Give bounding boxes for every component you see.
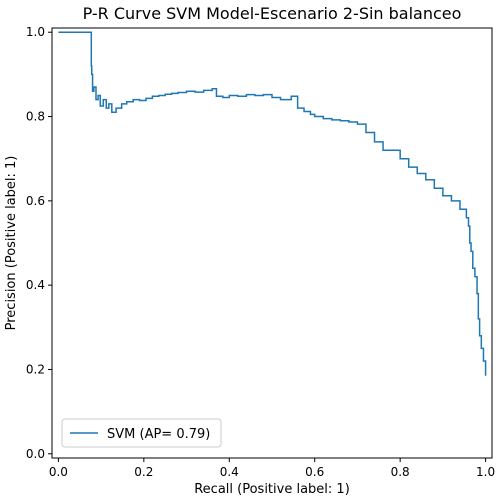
x-tick-label: 0.2 [134, 465, 153, 479]
y-tick-label: 0.8 [26, 110, 45, 124]
y-tick-label: 0.4 [26, 278, 45, 292]
series-line-svm [58, 31, 487, 376]
legend-entry-label: SVM (AP= 0.79) [107, 427, 210, 442]
x-tick-label: 1.0 [476, 465, 495, 479]
legend-box [61, 418, 222, 448]
y-axis-ticks: 0.0 0.2 0.4 0.6 0.8 1.0 [26, 25, 52, 461]
x-axis-label: Recall (Positive label: 1) [194, 482, 350, 497]
plot-area: 0.0 0.2 0.4 0.6 0.8 1.0 0.0 0.2 0.4 0.6 0.8 1.0 SV… [26, 25, 495, 479]
axes-frame [51, 27, 493, 459]
legend: SVM (AP= 0.79) [61, 418, 222, 448]
y-axis-label: Precision (Positive label: 1) [4, 156, 19, 331]
x-tick-label: 0.0 [49, 465, 68, 479]
y-tick-label: 0.2 [26, 362, 45, 376]
y-tick-label: 0.6 [26, 194, 45, 208]
x-axis-ticks: 0.0 0.2 0.4 0.6 0.8 1.0 [49, 458, 495, 479]
x-tick-label: 0.4 [220, 465, 239, 479]
series-layer [58, 31, 487, 376]
x-tick-label: 0.6 [305, 465, 324, 479]
y-tick-label: 0.0 [26, 447, 45, 461]
x-tick-label: 0.8 [391, 465, 410, 479]
chart-title: P-R Curve SVM Model-Escenario 2-Sin bala… [83, 4, 462, 23]
y-tick-label: 1.0 [26, 25, 45, 39]
